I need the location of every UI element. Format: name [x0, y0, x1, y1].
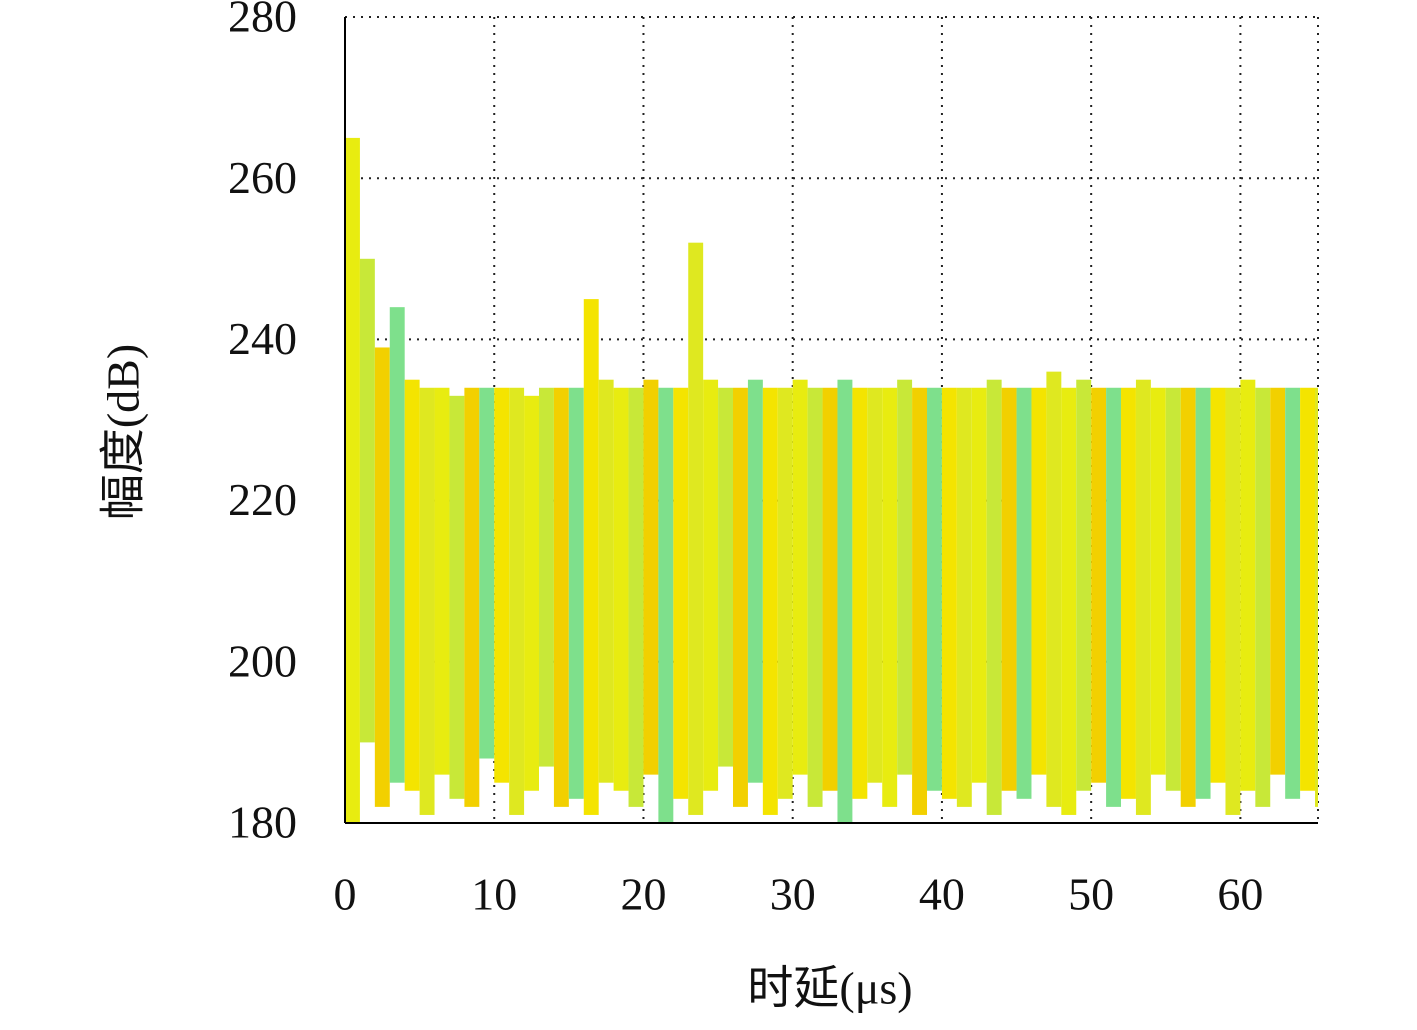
- range-bar: [643, 379, 659, 775]
- range-bar: [389, 307, 405, 783]
- x-tick-label: 10: [471, 869, 517, 920]
- range-bar: [1225, 387, 1241, 815]
- range-bar: [1016, 387, 1032, 799]
- y-tick-label: 260: [228, 152, 297, 203]
- x-axis-label: 时延(μs): [747, 963, 912, 1014]
- range-bar: [449, 395, 465, 799]
- range-bar: [1300, 387, 1316, 791]
- range-bar: [867, 387, 883, 783]
- range-bar: [733, 387, 748, 807]
- range-bar: [524, 395, 540, 791]
- range-bar: [703, 379, 719, 791]
- range-bar: [747, 379, 763, 783]
- y-tick-label: 220: [228, 474, 297, 525]
- range-bar: [479, 387, 495, 759]
- range-bar: [1001, 387, 1017, 791]
- range-bar: [1210, 387, 1226, 783]
- range-bar: [1046, 371, 1062, 807]
- range-bar: [852, 387, 868, 799]
- range-bar: [1315, 387, 1318, 807]
- range-bar: [882, 387, 898, 807]
- range-bar: [688, 242, 704, 815]
- range-bar: [464, 387, 480, 807]
- range-bar: [1165, 387, 1181, 791]
- range-bar: [1180, 387, 1196, 807]
- range-bar: [927, 387, 942, 791]
- y-tick-label: 280: [228, 0, 297, 42]
- range-bar: [494, 387, 510, 783]
- range-bar: [1255, 387, 1271, 807]
- x-tick-label: 0: [334, 869, 357, 920]
- range-bar: [762, 387, 778, 815]
- range-bar: [1106, 387, 1122, 807]
- range-bar: [1195, 387, 1211, 799]
- range-bar: [598, 379, 614, 783]
- x-tick-label: 20: [620, 869, 666, 920]
- range-bar: [628, 387, 644, 807]
- range-bar: [1091, 387, 1107, 783]
- range-bar: [539, 387, 554, 767]
- range-bar: [434, 387, 450, 775]
- range-bar: [912, 387, 928, 815]
- y-tick-label: 200: [228, 635, 297, 686]
- range-bar: [986, 379, 1002, 815]
- x-tick-label: 60: [1217, 869, 1263, 920]
- y-axis-label: 幅度(dB): [98, 344, 149, 520]
- range-bar: [553, 387, 569, 807]
- range-bar: [941, 387, 957, 799]
- x-tick-label: 50: [1068, 869, 1114, 920]
- range-bar: [971, 387, 987, 783]
- range-bar: [673, 387, 689, 799]
- x-tick-label: 30: [770, 869, 816, 920]
- range-bar: [718, 387, 734, 767]
- range-bar: [658, 387, 674, 823]
- y-tick-label: 240: [228, 313, 297, 364]
- range-bar: [1240, 379, 1256, 791]
- range-bar: [374, 347, 390, 807]
- range-bar: [777, 387, 793, 799]
- range-bar: [613, 387, 629, 791]
- range-bar: [404, 379, 420, 791]
- range-bar: [345, 137, 360, 823]
- range-bar: [1135, 379, 1151, 815]
- x-tick-label: 40: [919, 869, 965, 920]
- range-bar: [1285, 387, 1301, 799]
- range-bar: [568, 387, 584, 799]
- range-bar: [1061, 387, 1077, 815]
- range-bar: [837, 379, 853, 823]
- range-bar: [1031, 387, 1047, 775]
- range-bar: [807, 387, 823, 807]
- range-bar: [792, 379, 808, 775]
- range-bar: [956, 387, 972, 807]
- range-bar: [1150, 387, 1166, 775]
- range-bar: [822, 387, 838, 791]
- range-bar: [1270, 387, 1286, 775]
- range-bar: [1076, 379, 1092, 791]
- y-tick-label: 180: [228, 797, 297, 848]
- range-bar: [583, 299, 599, 815]
- range-bar: [419, 387, 435, 815]
- range-bar: [1121, 387, 1136, 799]
- range-bar: [359, 258, 375, 743]
- range-bar: [897, 379, 913, 775]
- range-bar: [509, 387, 525, 815]
